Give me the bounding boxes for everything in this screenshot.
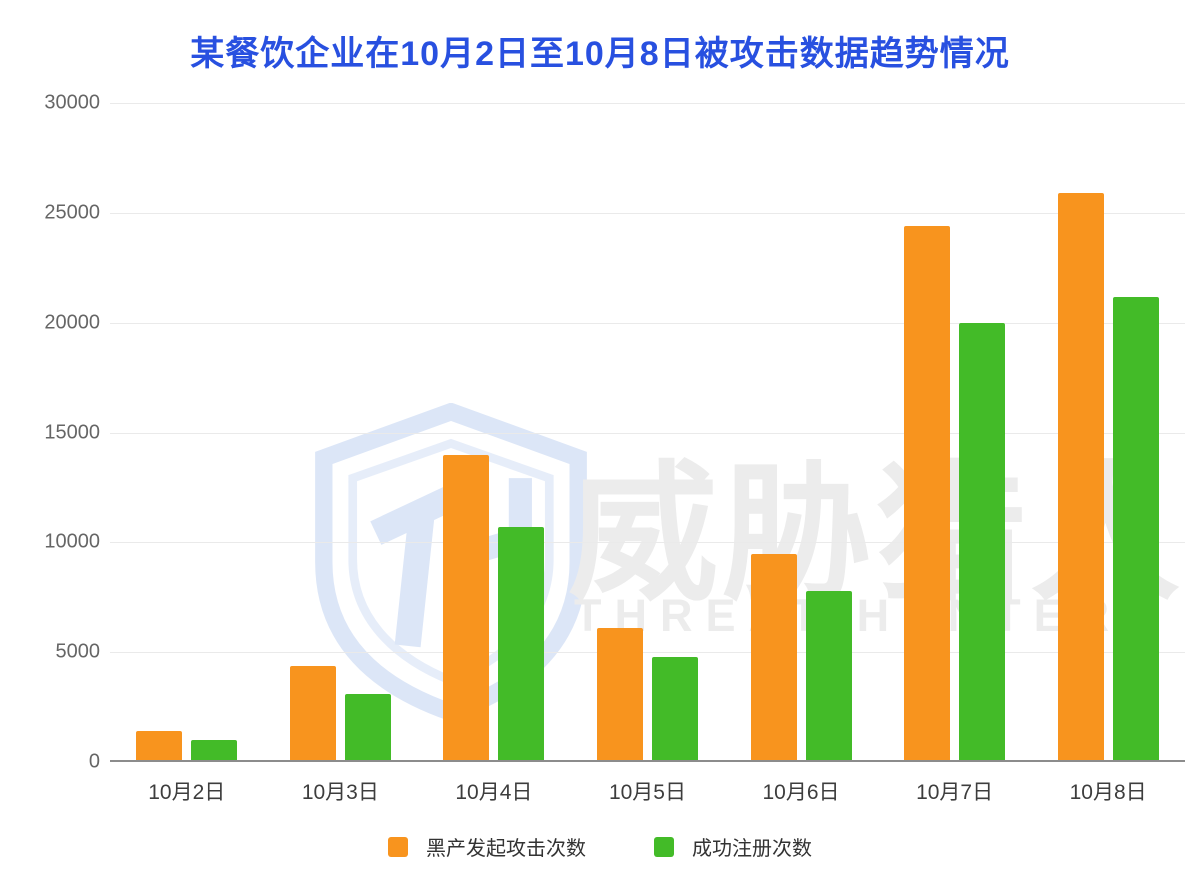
- bar-group: [289, 665, 391, 760]
- bar-register: [651, 656, 698, 760]
- x-tick-label: 10月6日: [762, 781, 840, 804]
- legend-swatch-register: [654, 836, 674, 857]
- bar-register: [498, 527, 545, 760]
- legend-item-attack: 黑产发起攻击次数: [388, 832, 586, 861]
- bar-group: [750, 553, 852, 760]
- gridline: [110, 103, 1185, 104]
- y-tick-label: 5000: [55, 640, 101, 663]
- bar-register: [1112, 296, 1159, 760]
- x-tick-label: 10月8日: [1069, 781, 1147, 804]
- y-tick-label: 25000: [44, 201, 100, 224]
- plot-area: 威胁猎人 THREAT HUNTER: [110, 103, 1185, 762]
- x-axis: 10月2日 10月3日 10月4日 10月5日 10月6日 10月7日 10月8日: [110, 776, 1185, 806]
- bar-attack: [136, 731, 183, 760]
- gridline: [110, 542, 1185, 544]
- gridline: [110, 652, 1185, 654]
- gridline: [110, 212, 1185, 214]
- bar-group: [443, 454, 545, 760]
- bar-register: [344, 694, 391, 760]
- chart-title: 某餐饮企业在10月2日至10月8日被攻击数据趋势情况: [190, 35, 1010, 73]
- bar-attack: [596, 628, 643, 760]
- bar-register: [959, 322, 1006, 760]
- legend-label-register: 成功注册次数: [692, 838, 812, 860]
- gridline: [110, 322, 1185, 324]
- bar-group: [904, 226, 1006, 760]
- y-tick-label: 15000: [44, 421, 100, 443]
- bar-attack: [750, 553, 797, 760]
- x-tick-label: 10月7日: [916, 781, 994, 804]
- legend-label-attack: 黑产发起攻击次数: [426, 838, 586, 860]
- bar-group: [596, 628, 698, 760]
- gridline: [110, 432, 1185, 434]
- bar-attack: [289, 665, 336, 760]
- x-tick-label: 10月4日: [455, 781, 533, 804]
- bar-attack: [443, 454, 490, 760]
- bar-attack: [904, 226, 951, 760]
- legend-item-register: 成功注册次数: [654, 832, 812, 861]
- y-tick-label: 0: [88, 750, 100, 773]
- bar-group: [136, 731, 238, 760]
- bar-attack: [1057, 193, 1104, 760]
- legend: 黑产发起攻击次数 成功注册次数: [0, 832, 1200, 861]
- y-tick-label: 20000: [44, 311, 100, 334]
- legend-swatch-attack: [388, 836, 408, 857]
- y-tick-label: 10000: [44, 530, 100, 553]
- bars-layer: [110, 103, 1185, 760]
- x-tick-label: 10月3日: [301, 781, 379, 804]
- bar-group: [1057, 193, 1159, 760]
- x-tick-label: 10月5日: [608, 781, 686, 804]
- bar-register: [805, 590, 852, 760]
- bar-register: [191, 740, 238, 760]
- x-tick-label: 10月2日: [148, 781, 226, 804]
- y-tick-label: 30000: [44, 91, 100, 114]
